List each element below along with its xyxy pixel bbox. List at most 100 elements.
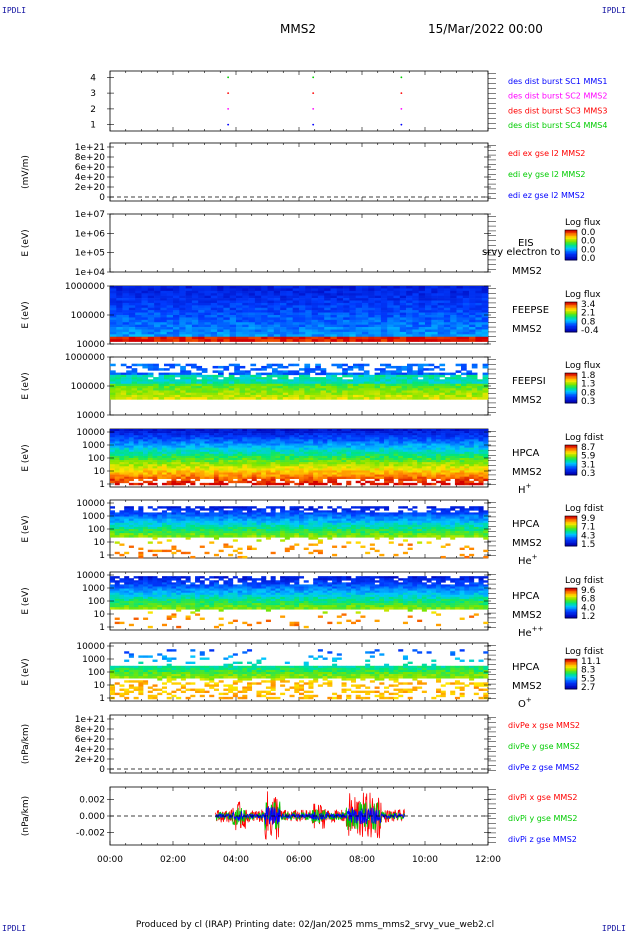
spectrogram-cell (143, 470, 149, 473)
spectrogram-cell (355, 480, 361, 484)
spectrogram-cell (174, 394, 181, 398)
spectrogram-cell (286, 331, 293, 335)
spectrogram-cell (388, 455, 394, 459)
spectrogram-cell (412, 336, 419, 340)
spectrogram-cell (229, 336, 237, 340)
spectrogram-cell (201, 370, 208, 373)
spectrogram-cell (166, 324, 174, 328)
spectrogram-cell (232, 443, 238, 446)
spectrogram-cell (198, 295, 205, 299)
spectrogram-cell (350, 476, 356, 480)
spectrogram-cell (324, 339, 331, 342)
spectrogram-cell (266, 383, 273, 387)
spectrogram-cell (421, 435, 427, 438)
spectrogram-cell (469, 300, 476, 304)
spectrogram-cell (198, 317, 205, 321)
spectrogram-cell (299, 295, 306, 299)
spectrogram-cell (114, 468, 120, 471)
spectrogram-cell (210, 319, 218, 323)
burst-marker-2 (400, 107, 403, 110)
spectrogram-cell (237, 433, 243, 436)
spectrogram-cell (454, 460, 460, 463)
spectrogram-cell (284, 474, 290, 477)
spectrogram-cell (185, 476, 191, 480)
spectrogram-cell (350, 449, 356, 453)
panel-10-ytick-label: 8e+20 (75, 725, 106, 735)
spectrogram-cell (462, 310, 470, 313)
spectrogram-cell (223, 453, 229, 457)
spectrogram-cell (137, 372, 143, 376)
spectrogram-cell (299, 458, 305, 461)
spectrogram-cell (223, 476, 229, 480)
spectrogram-cell (251, 476, 257, 480)
spectrogram-cell (311, 290, 319, 294)
spectrogram-cell (128, 317, 136, 321)
spectrogram-cell (379, 470, 385, 473)
spectrogram-cell (232, 451, 238, 455)
spectrogram-cell (191, 288, 199, 292)
spectrogram-cell (176, 472, 182, 475)
spectrogram-cell (270, 445, 276, 448)
spectrogram-cell (355, 293, 363, 296)
spectrogram-cell (355, 458, 361, 461)
spectrogram-cell (160, 324, 167, 328)
spectrogram-cell (180, 437, 186, 440)
spectrogram-cell (209, 437, 215, 440)
spectrogram-cell (417, 435, 423, 438)
spectrogram-cell (272, 394, 278, 398)
spectrogram-cell (223, 312, 230, 316)
spectrogram-cell (450, 312, 457, 316)
spectrogram-cell (237, 431, 243, 434)
spectrogram-cell (440, 443, 446, 446)
spectrogram-cell (450, 455, 456, 459)
spectrogram-cell (469, 451, 475, 455)
spectrogram-cell (336, 462, 342, 465)
spectrogram-cell (124, 455, 130, 459)
spectrogram-cell (412, 379, 419, 382)
spectrogram-cell (207, 386, 213, 389)
spectrogram-cell (179, 290, 186, 294)
spectrogram-cell (210, 317, 218, 321)
spectrogram-cell (201, 383, 208, 387)
spectrogram-cell (218, 429, 224, 432)
spectrogram-cell (425, 286, 432, 289)
spectrogram-cell (161, 443, 167, 446)
spectrogram-cell (374, 431, 380, 434)
spectrogram-cell (128, 435, 134, 438)
spectrogram-cell (166, 472, 172, 475)
spectrogram-cell (398, 435, 404, 438)
spectrogram-cell (355, 339, 363, 342)
spectrogram-cell (305, 310, 312, 313)
spectrogram-cell (261, 472, 267, 475)
spectrogram-cell (210, 322, 218, 325)
spectrogram-cell (153, 381, 159, 385)
spectrogram-cell (234, 383, 240, 387)
spectrogram-cell (185, 478, 191, 482)
spectrogram-cell (469, 298, 476, 301)
panel-1-legend-item: des dist burst SC4 MMS4 (508, 121, 607, 130)
spectrogram-cell (343, 336, 350, 340)
spectrogram-cell (261, 331, 268, 335)
spectrogram-cell (131, 370, 138, 373)
spectrogram-cell (147, 300, 155, 304)
spectrogram-cell (299, 388, 305, 391)
spectrogram-cell (380, 397, 386, 400)
spectrogram-cell (379, 464, 385, 467)
spectrogram-cell (393, 288, 401, 292)
spectrogram-cell (265, 437, 271, 440)
spectrogram-cell (426, 458, 432, 461)
spectrogram-cell (153, 397, 159, 400)
spectrogram-cell (280, 295, 287, 299)
spectrogram-cell (232, 445, 238, 448)
spectrogram-cell (124, 431, 130, 434)
spectrogram-cell (204, 290, 212, 294)
spectrogram-cell (313, 478, 319, 482)
spectrogram-cell (336, 455, 342, 459)
spectrogram-cell (322, 445, 328, 448)
spectrogram-cell (304, 363, 311, 367)
spectrogram-cell (324, 295, 331, 299)
spectrogram-cell (286, 286, 293, 289)
panel-3-ytick-label: 1e+07 (75, 210, 105, 220)
spectrogram-cell (355, 437, 361, 440)
panel-5-colorbar-segment (565, 377, 577, 380)
